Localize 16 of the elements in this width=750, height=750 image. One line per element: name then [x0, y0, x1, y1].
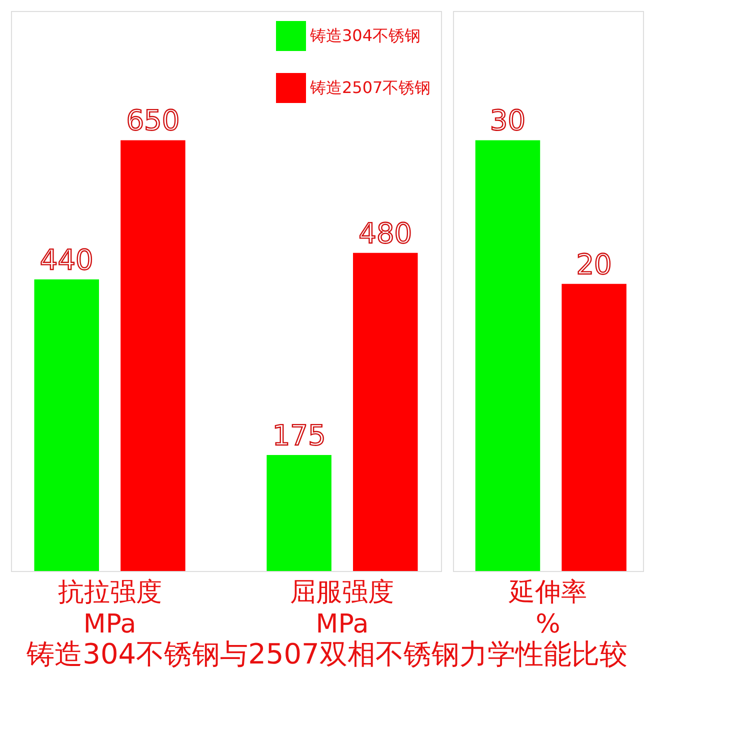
data-label: 175: [272, 419, 326, 452]
bar: [266, 455, 332, 571]
data-label: 30: [490, 104, 526, 138]
bar: [353, 252, 418, 571]
x-tick-label: 抗拉强度 MPa: [58, 578, 162, 640]
legend-label: 铸造304不锈钢: [309, 26, 421, 45]
data-label: 480: [358, 216, 412, 250]
bar: [34, 279, 99, 571]
legend-label: 铸造2507不锈钢: [309, 78, 431, 97]
text: 铸造304不锈钢与2507双相不锈钢力学性能比较: [26, 638, 628, 670]
data-label: 20: [576, 248, 612, 281]
data-label: 650: [126, 104, 180, 138]
x-tick-label: 延伸率 %: [508, 578, 587, 640]
data-label: 440: [40, 243, 94, 276]
bar: [120, 140, 186, 571]
x-tick-label: 屈服强度 MPa: [290, 578, 394, 640]
